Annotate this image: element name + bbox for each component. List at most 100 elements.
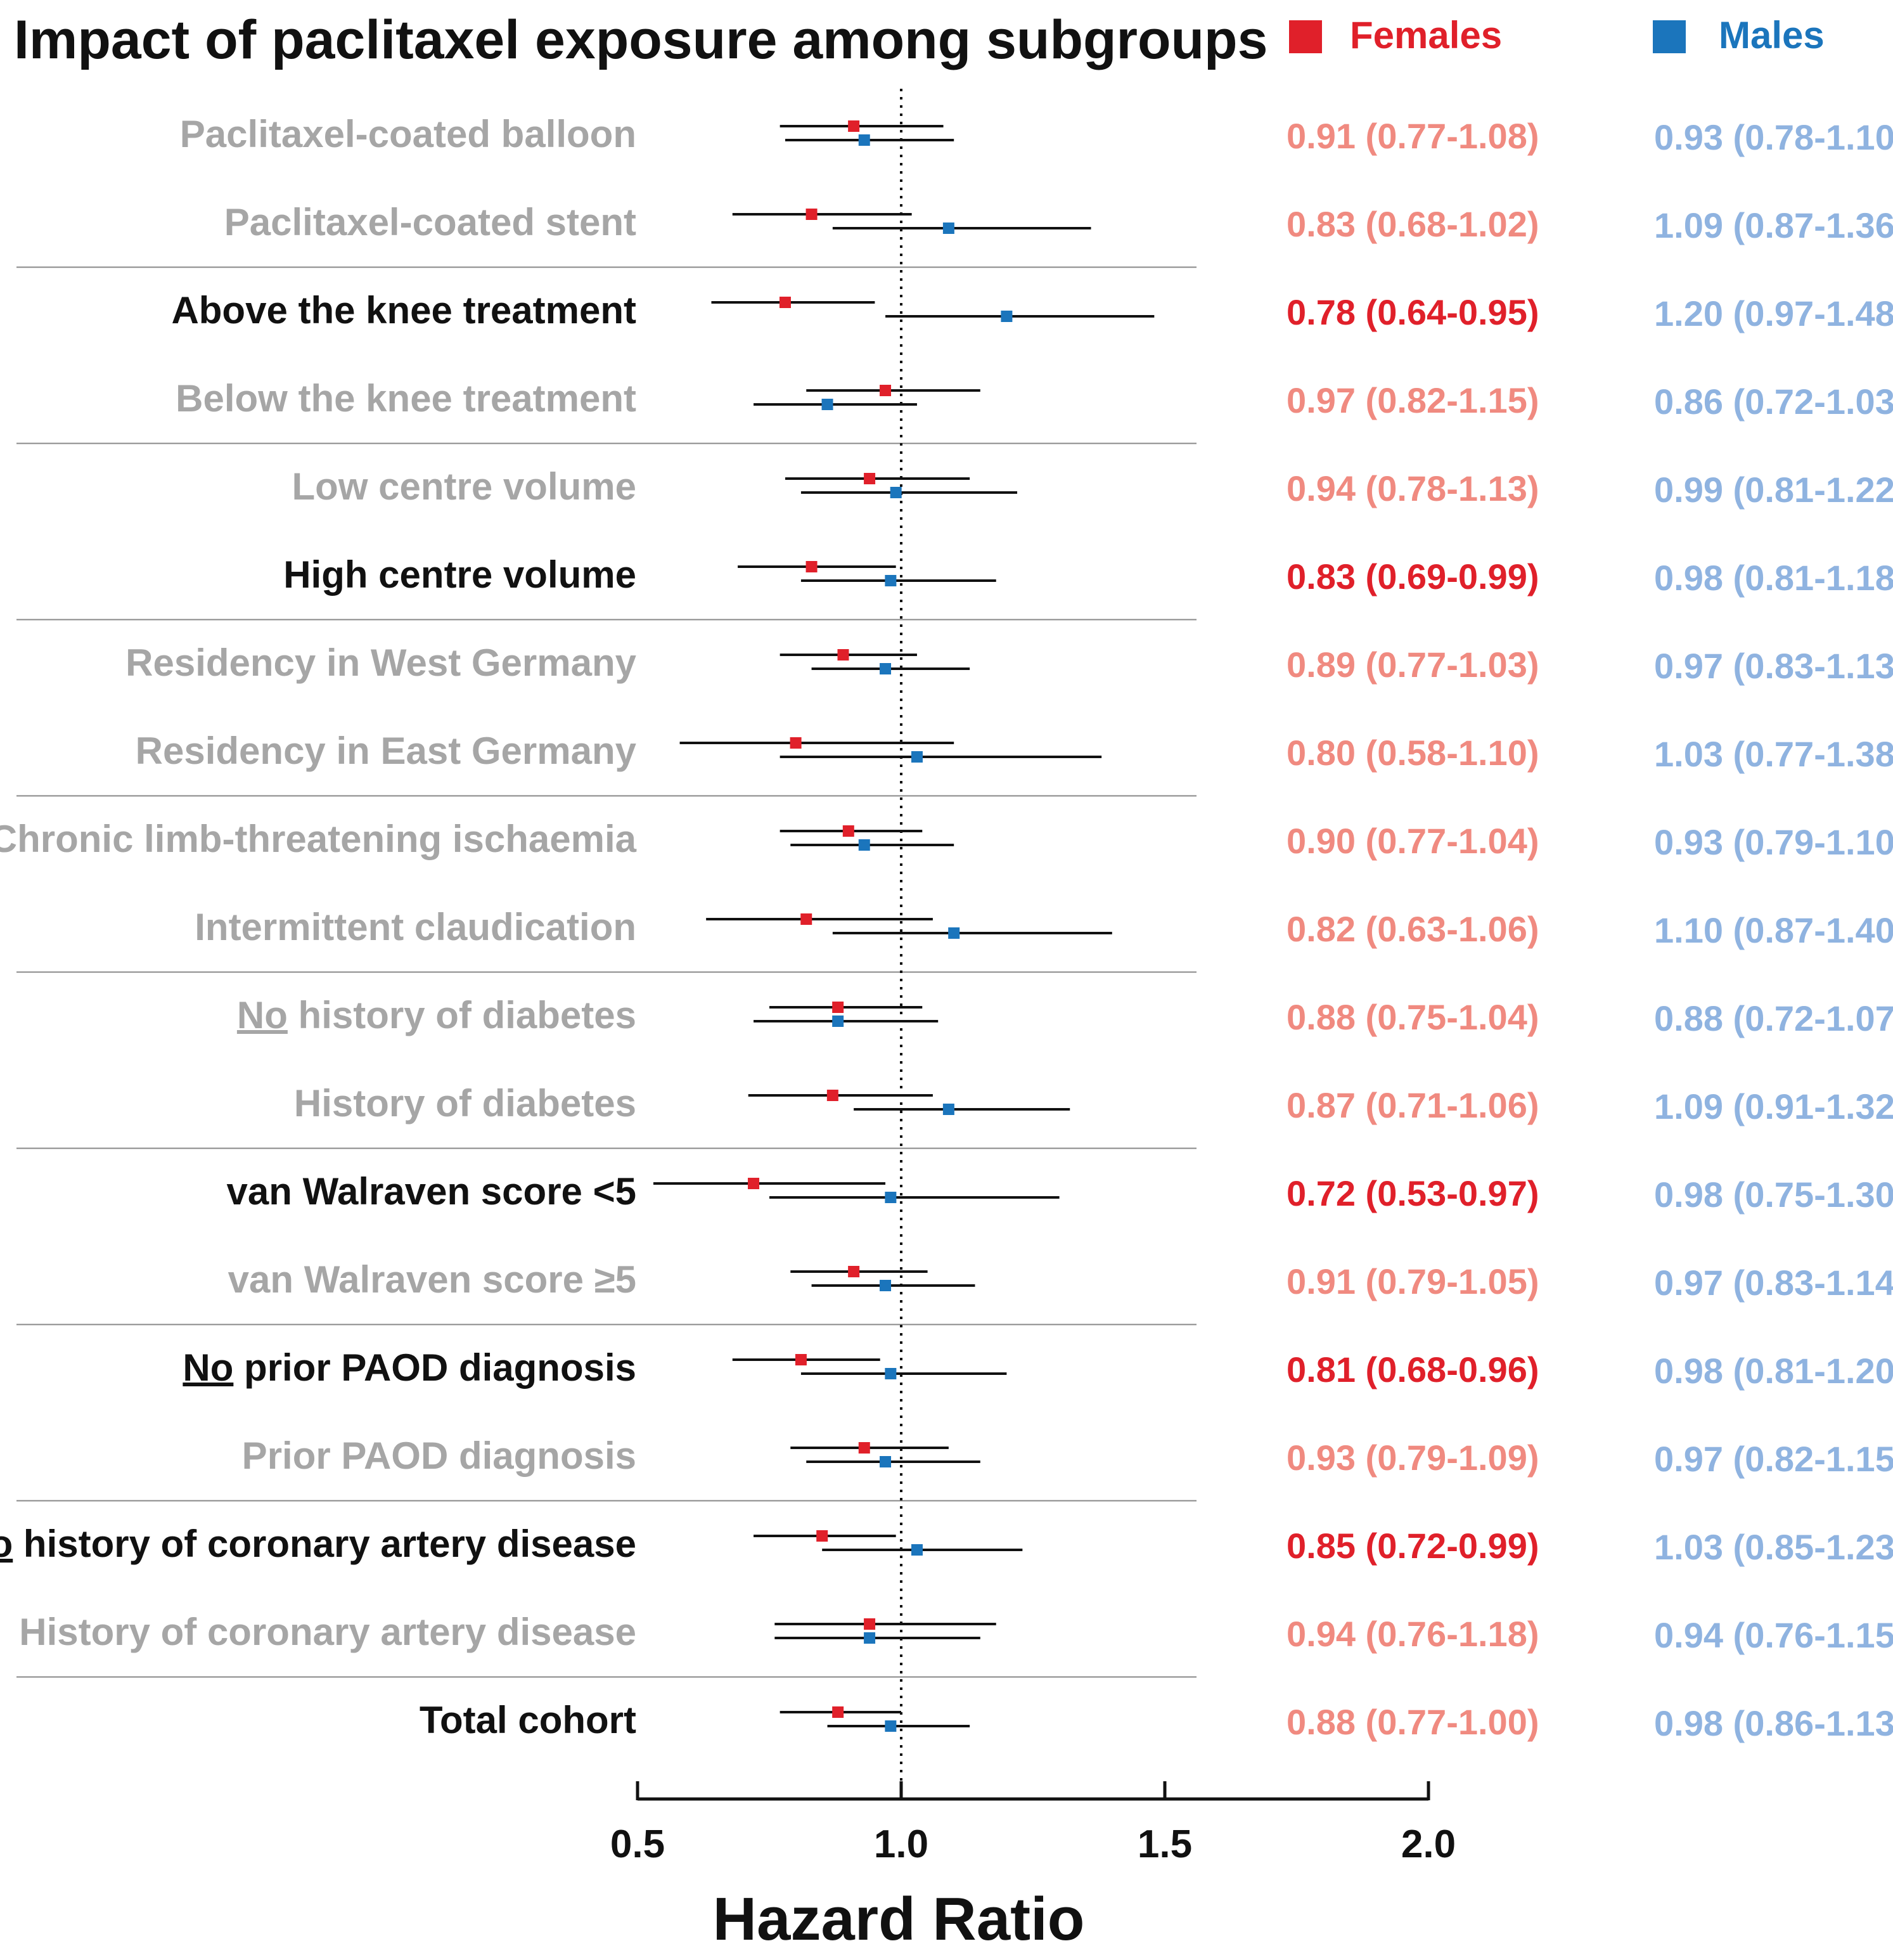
females-hr-value: 0.85 (0.72-0.99): [1287, 1526, 1539, 1566]
males-hr-marker: [885, 1720, 897, 1732]
subgroup-label: van Walraven score <5: [227, 1170, 636, 1213]
males-hr-marker: [885, 1368, 897, 1379]
females-hr-marker: [832, 1002, 844, 1013]
females-hr-value: 0.91 (0.77-1.08): [1287, 116, 1539, 156]
legend-females-marker: [1289, 20, 1322, 53]
subgroup-label-text: History of coronary artery disease: [19, 1611, 636, 1653]
females-hr-marker: [864, 1618, 876, 1630]
subgroup-label: Chronic limb-threatening ischaemia: [0, 818, 637, 860]
subgroup-label: Residency in East Germany: [136, 730, 637, 772]
females-hr-marker: [816, 1530, 828, 1542]
group-separators: [16, 266, 1197, 1678]
subgroup-label-underlined: No: [183, 1346, 233, 1389]
females-hr-value: 0.91 (0.79-1.05): [1287, 1261, 1539, 1301]
subgroup-label-text: prior PAOD diagnosis: [233, 1346, 636, 1389]
males-hr-value: 1.03 (0.77-1.38): [1654, 734, 1893, 774]
females-hr-marker: [805, 209, 818, 220]
males-hr-marker: [911, 751, 923, 763]
females-hr-marker: [790, 737, 802, 749]
males-hr-value: 0.98 (0.75-1.30): [1654, 1175, 1893, 1215]
subgroup-label: History of diabetes: [294, 1082, 636, 1125]
females-hr-value: 0.90 (0.77-1.04): [1287, 821, 1539, 861]
males-hr-marker: [858, 134, 870, 146]
subgroup-label: Paclitaxel-coated stent: [224, 201, 636, 243]
subgroup-row: High centre volume 0.83 (0.69-0.99) 0.98 (…: [283, 553, 1893, 598]
subgroup-label: Below the knee treatment: [176, 377, 636, 420]
males-hr-value: 0.97 (0.83-1.13): [1654, 646, 1893, 686]
subgroup-label-text: History of diabetes: [294, 1082, 636, 1125]
subgroup-label: Low centre volume: [292, 465, 636, 508]
females-hr-value: 0.82 (0.63-1.06): [1287, 909, 1539, 949]
females-hr-marker: [837, 649, 849, 661]
subgroup-row: Chronic limb-threatening ischaemia 0.90 (…: [0, 818, 1893, 862]
x-axis: 0.5 1.0 1.5 2.0: [610, 1781, 1456, 1866]
females-hr-value: 0.93 (0.79-1.09): [1287, 1438, 1539, 1478]
females-hr-marker: [826, 1090, 838, 1101]
males-hr-marker: [880, 1280, 892, 1291]
subgroup-label-text: Below the knee treatment: [176, 377, 636, 420]
subgroup-label: van Walraven score ≥5: [228, 1258, 636, 1301]
subgroup-label-underlined: No: [237, 994, 288, 1036]
males-hr-value: 0.98 (0.81-1.18): [1654, 558, 1893, 598]
females-hr-value: 0.83 (0.69-0.99): [1287, 557, 1539, 596]
legend: Females Males: [1289, 14, 1825, 56]
females-hr-value: 0.94 (0.78-1.13): [1287, 468, 1539, 508]
males-hr-marker: [832, 1015, 844, 1027]
females-hr-value: 0.97 (0.82-1.15): [1287, 380, 1539, 420]
x-tick-label: 1.5: [1138, 1822, 1192, 1866]
males-hr-value: 0.97 (0.83-1.14): [1654, 1263, 1893, 1303]
females-hr-marker: [800, 913, 812, 925]
subgroup-label: Total cohort: [420, 1699, 636, 1741]
subgroup-row: Low centre volume 0.94 (0.78-1.13) 0.99 (0…: [292, 465, 1893, 510]
females-hr-value: 0.80 (0.58-1.10): [1287, 733, 1539, 773]
legend-males-marker: [1653, 20, 1686, 53]
females-hr-marker: [848, 120, 860, 132]
males-hr-value: 1.03 (0.85-1.23): [1654, 1527, 1893, 1567]
subgroup-label-text: High centre volume: [283, 553, 636, 596]
legend-females-label: Females: [1350, 14, 1502, 56]
x-tick-label: 0.5: [610, 1822, 665, 1866]
subgroup-row: Above the knee treatment 0.78 (0.64-0.95)…: [171, 289, 1893, 333]
subgroup-row: No history of diabetes 0.88 (0.75-1.04) 0.…: [237, 994, 1893, 1038]
subgroup-label-text: Paclitaxel-coated stent: [224, 201, 636, 243]
subgroup-label-text: history of diabetes: [288, 994, 636, 1036]
males-hr-value: 0.93 (0.78-1.10): [1654, 117, 1893, 157]
males-hr-value: 1.10 (0.87-1.40): [1654, 910, 1893, 950]
females-hr-marker: [832, 1706, 844, 1718]
females-hr-marker: [848, 1266, 860, 1277]
subgroup-label-text: Above the knee treatment: [171, 289, 636, 332]
males-hr-marker: [1001, 311, 1013, 322]
subgroup-row: History of coronary artery disease 0.94 (…: [19, 1611, 1893, 1655]
subgroup-row: Paclitaxel-coated balloon 0.91 (0.77-1.08…: [180, 113, 1893, 157]
males-hr-value: 0.93 (0.79-1.10): [1654, 822, 1893, 862]
x-axis-title: Hazard Ratio: [713, 1885, 1085, 1953]
males-hr-marker: [942, 1104, 954, 1115]
subgroup-row: Paclitaxel-coated stent 0.83 (0.68-1.02) 1…: [224, 201, 1893, 245]
females-hr-value: 0.83 (0.68-1.02): [1287, 204, 1539, 244]
subgroup-row: No prior PAOD diagnosis 0.81 (0.68-0.96) 0…: [183, 1346, 1893, 1391]
males-hr-marker: [948, 927, 960, 939]
males-hr-marker: [885, 575, 897, 586]
subgroup-row: Prior PAOD diagnosis 0.93 (0.79-1.09) 0.97…: [242, 1435, 1893, 1479]
subgroup-label-text: Total cohort: [420, 1699, 636, 1741]
subgroup-label: No history of diabetes: [237, 994, 636, 1036]
subgroup-rows: Paclitaxel-coated balloon 0.91 (0.77-1.08…: [0, 113, 1893, 1743]
females-hr-value: 0.78 (0.64-0.95): [1287, 292, 1539, 332]
subgroup-label: No prior PAOD diagnosis: [183, 1346, 636, 1389]
subgroup-label: Prior PAOD diagnosis: [242, 1435, 636, 1477]
males-hr-value: 0.97 (0.82-1.15): [1654, 1439, 1893, 1479]
subgroup-row: Total cohort 0.88 (0.77-1.00) 0.98 (0.86-1…: [420, 1699, 1893, 1743]
subgroup-row: van Walraven score <5 0.72 (0.53-0.97) 0.9…: [227, 1170, 1893, 1215]
subgroup-label: History of coronary artery disease: [19, 1611, 636, 1653]
males-hr-value: 0.94 (0.76-1.15): [1654, 1615, 1893, 1655]
females-hr-marker: [880, 385, 892, 396]
males-hr-value: 0.98 (0.81-1.20): [1654, 1351, 1893, 1391]
subgroup-label: Above the knee treatment: [171, 289, 636, 332]
subgroup-label-text: Low centre volume: [292, 465, 636, 508]
subgroup-label: Paclitaxel-coated balloon: [180, 113, 636, 155]
subgroup-label-text: Prior PAOD diagnosis: [242, 1435, 636, 1477]
males-hr-value: 0.98 (0.86-1.13): [1654, 1703, 1893, 1743]
females-hr-marker: [779, 297, 791, 308]
subgroup-label-text: Chronic limb-threatening ischaemia: [0, 818, 637, 860]
